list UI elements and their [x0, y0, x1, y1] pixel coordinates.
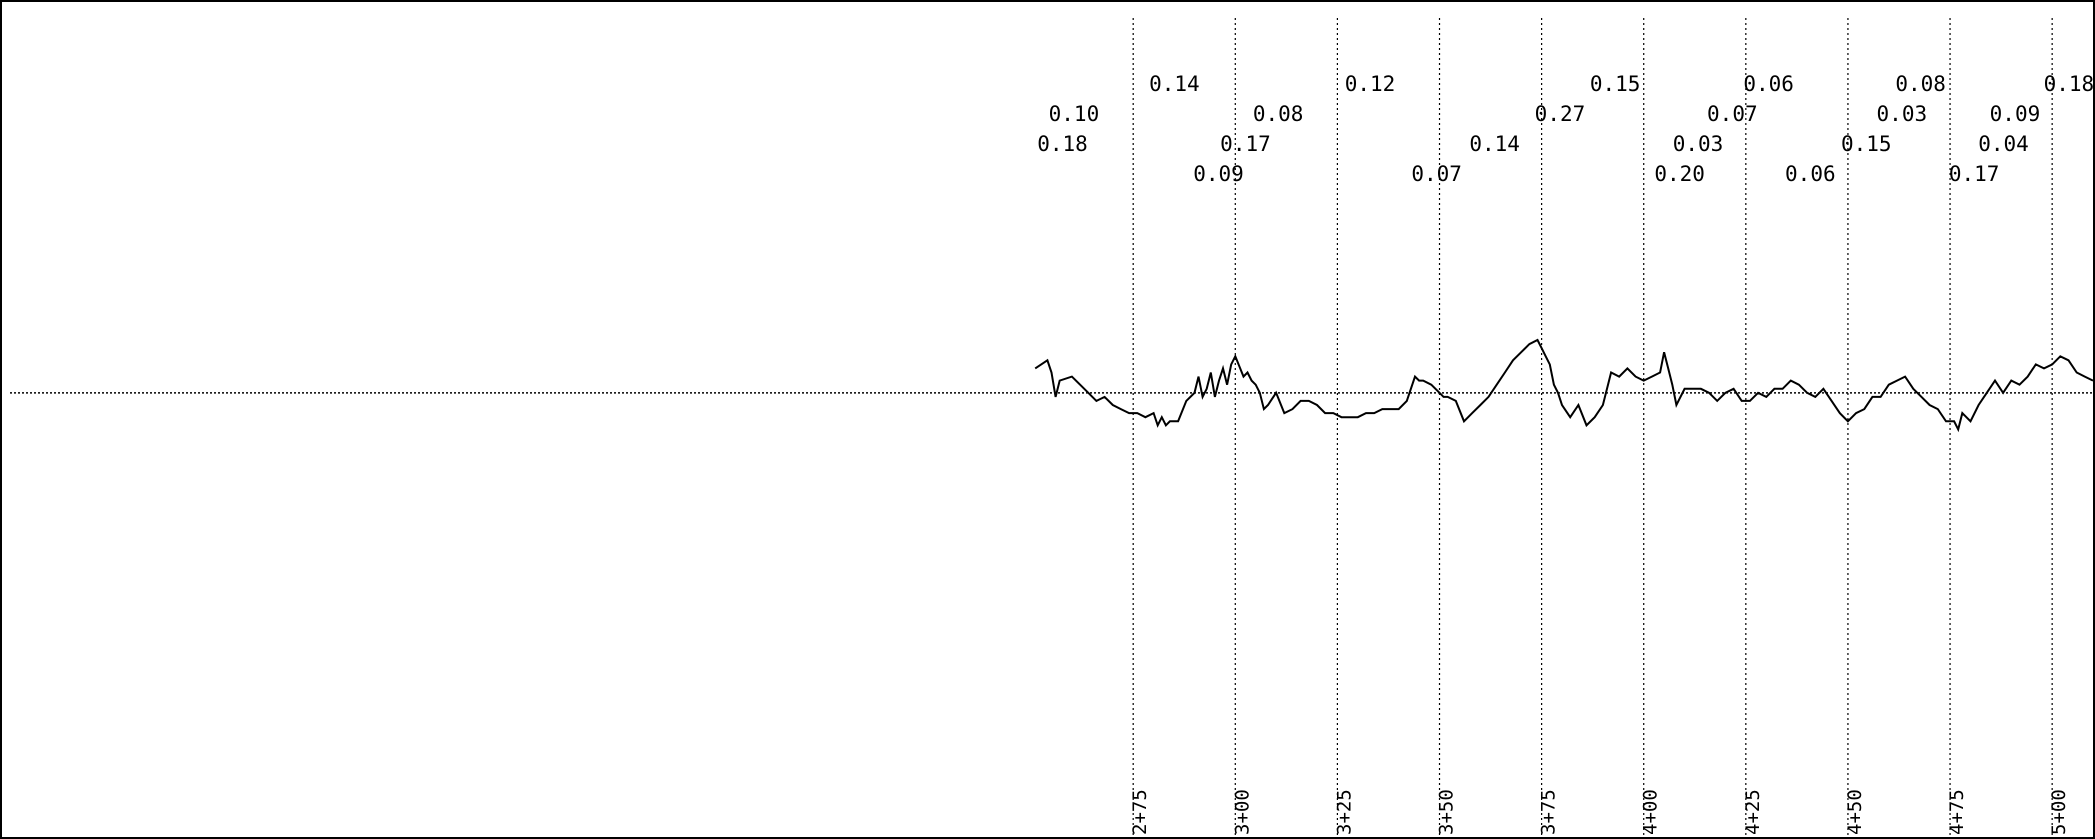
station-label: 3+75: [1538, 789, 1560, 835]
value-label: 0.10: [1049, 102, 1100, 126]
station-label: 3+50: [1436, 789, 1458, 835]
station-label: 4+50: [1844, 789, 1866, 835]
value-label: 0.08: [1895, 72, 1946, 96]
value-label: 0.06: [1785, 162, 1836, 186]
station-label: 2+75: [1129, 789, 1151, 835]
value-labels: 0.10 0.18 0.14 0.09 0.17 0.08 0.12 0.07 0.14 0.27…: [1037, 72, 2094, 186]
value-label: 0.18: [2044, 72, 2095, 96]
value-label: 0.14: [1469, 132, 1520, 156]
value-label: 0.09: [1990, 102, 2041, 126]
station-gridlines: [1132, 18, 2053, 836]
station-label: 3+25: [1333, 789, 1355, 835]
profile-series-line: [1034, 338, 2094, 433]
value-label: 0.08: [1253, 102, 1304, 126]
value-label: 0.06: [1743, 72, 1794, 96]
value-label: 0.14: [1149, 72, 1200, 96]
station-labels: 2+75 3+00 3+25 3+50 3+75 4+00 4+25 4+50 4+75 5+00: [1129, 789, 2070, 835]
value-label: 0.07: [1707, 102, 1758, 126]
value-label: 0.17: [1949, 162, 2000, 186]
value-label: 0.09: [1193, 162, 1244, 186]
station-label: 4+25: [1742, 789, 1764, 835]
value-label: 0.12: [1345, 72, 1396, 96]
value-label: 0.18: [1037, 132, 1088, 156]
value-label: 0.03: [1673, 132, 1724, 156]
station-label: 5+00: [2048, 789, 2070, 835]
value-label: 0.15: [1590, 72, 1641, 96]
value-label: 0.15: [1841, 132, 1892, 156]
value-label: 0.03: [1877, 102, 1928, 126]
value-label: 0.20: [1654, 162, 1705, 186]
value-label: 0.17: [1220, 132, 1271, 156]
value-label: 0.27: [1535, 102, 1586, 126]
station-label: 4+75: [1946, 789, 1968, 835]
station-label: 3+00: [1231, 789, 1253, 835]
station-label: 4+00: [1640, 789, 1662, 835]
value-label: 0.07: [1411, 162, 1462, 186]
value-label: 0.04: [1978, 132, 2029, 156]
